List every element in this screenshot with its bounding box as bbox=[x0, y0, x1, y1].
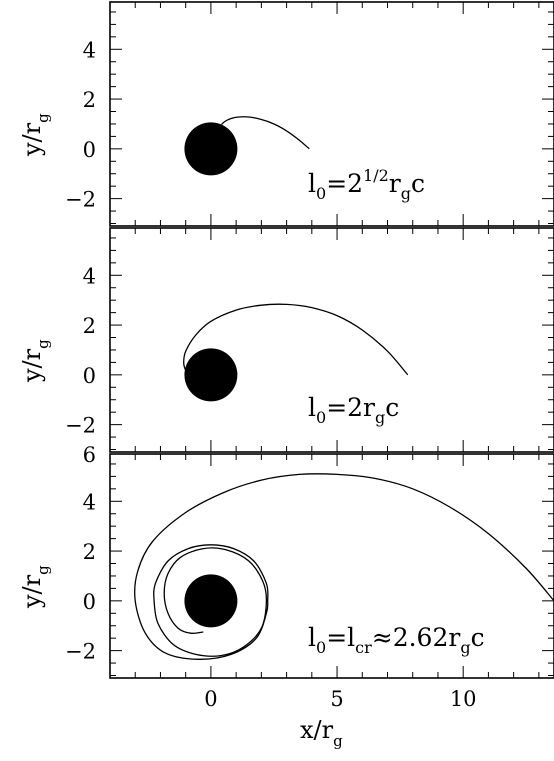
y-tick-label: 0 bbox=[83, 590, 96, 614]
y-tick-label: −2 bbox=[65, 414, 96, 438]
y-axis-label-subscript: g bbox=[34, 113, 52, 123]
y-tick-label: 0 bbox=[83, 138, 96, 162]
y-axis-label: y/rg bbox=[18, 113, 52, 157]
label-l: l bbox=[308, 623, 316, 652]
label-subscript: g bbox=[375, 408, 385, 427]
trajectory-line bbox=[183, 303, 409, 376]
y-axis-label-main: y/r bbox=[18, 122, 46, 157]
label-c: c bbox=[385, 393, 399, 422]
panel-label: l0=21/2rgc bbox=[308, 166, 425, 203]
plot-frame bbox=[109, 453, 554, 679]
label-equals: =l bbox=[326, 623, 355, 652]
label-subscript: g bbox=[401, 184, 411, 203]
y-tick-label: −2 bbox=[65, 188, 96, 212]
y-axis-label-main: y/r bbox=[18, 574, 46, 609]
y-tick-label: −2 bbox=[65, 640, 96, 664]
black-hole bbox=[184, 348, 238, 402]
label-r: r bbox=[389, 169, 401, 198]
x-tick-label: 10 bbox=[450, 687, 477, 711]
label-l: l bbox=[308, 169, 316, 198]
label-l: l bbox=[308, 393, 316, 422]
y-tick-label: 0 bbox=[83, 364, 96, 388]
label-superscript: 1/2 bbox=[363, 166, 389, 185]
trajectory-line bbox=[221, 116, 310, 150]
label-equals: =2r bbox=[326, 393, 375, 422]
label-subscript: 0 bbox=[316, 408, 326, 427]
y-axis-label-subscript: g bbox=[34, 565, 52, 575]
label-c: c bbox=[471, 623, 485, 652]
x-axis-label-subscript: g bbox=[333, 732, 343, 750]
label-c: c bbox=[411, 169, 425, 198]
x-tick-label: 5 bbox=[330, 687, 343, 711]
plot-frame bbox=[109, 227, 554, 453]
label-equals: =2 bbox=[326, 169, 363, 198]
label-approx: ≈2.62r bbox=[372, 623, 461, 652]
y-tick-label: 4 bbox=[83, 264, 96, 288]
y-tick-label: 4 bbox=[83, 38, 96, 62]
x-axis-label: x/rg bbox=[300, 716, 343, 750]
label-subscript: g bbox=[460, 638, 470, 657]
label-subscript: 0 bbox=[316, 184, 326, 203]
x-axis-label-main: x/r bbox=[300, 716, 334, 744]
y-axis-label-subscript: g bbox=[34, 339, 52, 349]
y-tick-label: 2 bbox=[83, 88, 96, 112]
y-tick-label: 6 bbox=[83, 443, 96, 467]
y-axis-label-main: y/r bbox=[18, 348, 46, 383]
label-subscript-cr: cr bbox=[355, 638, 372, 657]
y-tick-label: 2 bbox=[83, 540, 96, 564]
y-tick-label: 4 bbox=[83, 490, 96, 514]
y-axis-label: y/rg bbox=[18, 565, 52, 609]
panel-label: l0=2rgc bbox=[308, 393, 399, 427]
black-hole bbox=[184, 122, 238, 176]
label-subscript: 0 bbox=[316, 638, 326, 657]
y-axis-label: y/rg bbox=[18, 339, 52, 383]
x-tick-label: 0 bbox=[204, 687, 217, 711]
plot-frame bbox=[109, 1, 554, 227]
black-hole bbox=[184, 574, 238, 628]
trajectory-line bbox=[134, 473, 554, 660]
panel-label: l0=lcr≈2.62rgc bbox=[308, 623, 485, 657]
y-tick-label: 2 bbox=[83, 314, 96, 338]
